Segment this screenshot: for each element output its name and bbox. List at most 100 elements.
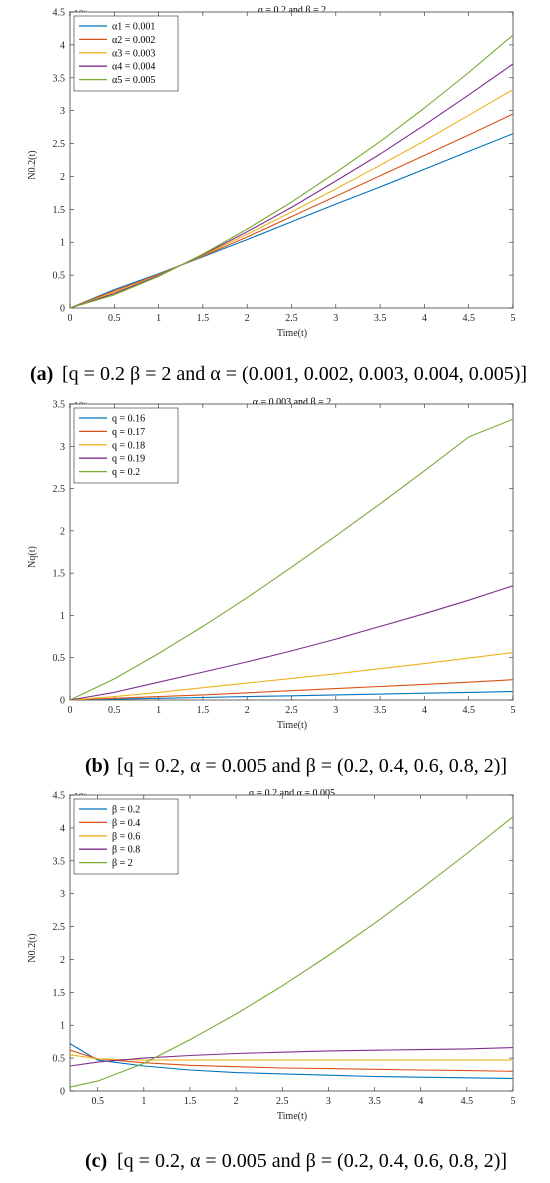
y-tick-label: 3.5 xyxy=(53,73,66,84)
y-tick-label: 4 xyxy=(60,823,65,834)
series-line-5 xyxy=(69,34,514,309)
x-tick-label: 5 xyxy=(511,1096,516,1107)
y-tick-label: 3 xyxy=(60,442,65,453)
x-tick-label: 2 xyxy=(234,1096,239,1107)
x-tick-label: 2 xyxy=(245,705,250,716)
series-line-2 xyxy=(69,679,514,701)
x-tick-label: 0 xyxy=(68,705,73,716)
chart-title: q = 0.2 and β = 2 xyxy=(258,5,326,16)
x-tick-label: 1 xyxy=(141,1096,146,1107)
series-line-1 xyxy=(69,133,514,309)
x-tick-label: 3 xyxy=(333,705,338,716)
y-axis-label: Nq(t) xyxy=(27,546,38,568)
series-line-5 xyxy=(69,418,514,701)
caption-text: [q = 0.2 β = 2 and α = (0.001, 0.002, 0.… xyxy=(62,363,527,385)
x-tick-label: 2.5 xyxy=(276,1096,289,1107)
series-line-2 xyxy=(69,1049,514,1072)
y-tick-label: 3.5 xyxy=(53,400,66,411)
caption-letter: (b) xyxy=(85,755,109,777)
x-tick-label: 1.5 xyxy=(197,313,210,324)
legend-label: α4 = 0.004 xyxy=(112,62,155,73)
legend-label: β = 0.2 xyxy=(112,805,140,816)
caption-text: [q = 0.2, α = 0.005 and β = (0.2, 0.4, 0… xyxy=(117,755,507,777)
x-tick-label: 2 xyxy=(245,313,250,324)
chart-b: α = 0.003 and β = 2 ×10⁶ Nq(t) Time(t) 0… xyxy=(27,397,516,777)
series-line-5 xyxy=(69,816,514,1088)
y-tick-label: 1 xyxy=(60,611,65,622)
y-tick-label: 3 xyxy=(60,889,65,900)
legend-label: q = 0.16 xyxy=(112,414,145,425)
series-line-3 xyxy=(69,652,514,701)
y-tick-label: 0.5 xyxy=(53,653,66,664)
series-line-3 xyxy=(69,89,514,309)
caption: (b) [q = 0.2, α = 0.005 and β = (0.2, 0.… xyxy=(85,755,507,777)
series-line-2 xyxy=(69,113,514,309)
x-tick-label: 5 xyxy=(511,313,516,324)
y-tick-label: 2.5 xyxy=(53,922,66,933)
y-tick-label: 0 xyxy=(60,696,65,707)
y-tick-label: 0.5 xyxy=(53,271,66,282)
x-tick-label: 4 xyxy=(422,705,427,716)
series-line-4 xyxy=(69,1047,514,1067)
x-axis-label: Time(t) xyxy=(277,1111,307,1122)
y-axis-label: N0.2(t) xyxy=(27,933,38,962)
y-tick-label: 1 xyxy=(60,238,65,249)
x-tick-label: 4.5 xyxy=(462,705,475,716)
x-tick-label: 3.5 xyxy=(374,313,387,324)
y-tick-label: 3 xyxy=(60,106,65,117)
legend-box xyxy=(73,798,179,875)
chart-title: q = 0.2 and α = 0.005 xyxy=(249,788,335,799)
x-tick-label: 1.5 xyxy=(197,705,210,716)
y-tick-label: 1 xyxy=(60,1021,65,1032)
legend-box xyxy=(73,407,179,484)
caption-text: [q = 0.2, α = 0.005 and β = (0.2, 0.4, 0… xyxy=(117,1150,507,1172)
legend-box xyxy=(73,15,179,92)
legend-label: α3 = 0.003 xyxy=(112,48,155,59)
chart-c: q = 0.2 and α = 0.005 ×10⁶ N0.2(t) Time(… xyxy=(27,788,516,1172)
x-tick-label: 3.5 xyxy=(368,1096,381,1107)
y-tick-label: 1.5 xyxy=(53,205,66,216)
series-line-4 xyxy=(69,585,514,701)
series-line-1 xyxy=(69,1043,514,1080)
y-tick-label: 2 xyxy=(60,172,65,183)
legend-label: α1 = 0.001 xyxy=(112,22,155,33)
x-tick-label: 4 xyxy=(422,313,427,324)
y-tick-label: 4.5 xyxy=(53,791,66,802)
y-tick-label: 4 xyxy=(60,40,65,51)
x-tick-label: 1.5 xyxy=(184,1096,197,1107)
caption: (c) [q = 0.2, α = 0.005 and β = (0.2, 0.… xyxy=(85,1150,507,1172)
y-tick-label: 1.5 xyxy=(53,988,66,999)
x-axis-label: Time(t) xyxy=(277,328,307,339)
legend: β = 0.2 β = 0.4 β = 0.6 β = 0.8 β = 2 xyxy=(73,798,179,875)
y-tick-label: 4.5 xyxy=(53,8,66,19)
chart-title: α = 0.003 and β = 2 xyxy=(253,397,332,408)
legend-label: β = 0.4 xyxy=(112,818,140,829)
chart-a: q = 0.2 and β = 2 ×10⁶ N0.2(t) Time(t) 0… xyxy=(27,5,527,385)
x-tick-label: 0 xyxy=(68,313,73,324)
legend-label: β = 0.6 xyxy=(112,831,140,842)
x-tick-label: 0.5 xyxy=(108,705,121,716)
y-tick-label: 1.5 xyxy=(53,569,66,580)
y-tick-label: 2 xyxy=(60,955,65,966)
y-tick-label: 0 xyxy=(60,304,65,315)
x-tick-label: 4.5 xyxy=(462,313,475,324)
y-axis-label: N0.2(t) xyxy=(27,150,38,179)
legend-label: q = 0.2 xyxy=(112,467,140,478)
x-tick-label: 2.5 xyxy=(285,313,298,324)
legend: q = 0.16 q = 0.17 q = 0.18 q = 0.19 q = 0.2 xyxy=(73,407,179,484)
x-tick-label: 2.5 xyxy=(285,705,298,716)
legend-label: q = 0.17 xyxy=(112,427,145,438)
legend-label: β = 0.8 xyxy=(112,845,140,856)
legend-label: q = 0.19 xyxy=(112,454,145,465)
x-tick-label: 3 xyxy=(333,313,338,324)
legend-label: q = 0.18 xyxy=(112,440,145,451)
series-line-1 xyxy=(69,690,514,701)
x-tick-label: 0.5 xyxy=(108,313,121,324)
legend-label: β = 2 xyxy=(112,858,133,869)
legend-label: α5 = 0.005 xyxy=(112,75,155,86)
y-tick-label: 2.5 xyxy=(53,139,66,150)
x-axis-label: Time(t) xyxy=(277,720,307,731)
y-tick-label: 0.5 xyxy=(53,1054,66,1065)
x-tick-label: 1 xyxy=(156,705,161,716)
y-tick-label: 0 xyxy=(60,1087,65,1098)
